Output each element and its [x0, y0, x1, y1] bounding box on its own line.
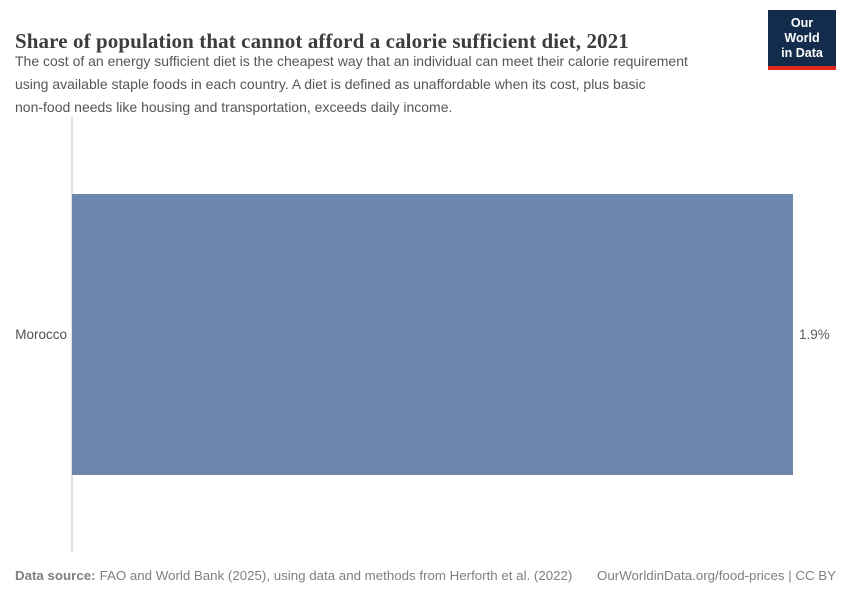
chart-subtitle: The cost of an energy sufficient diet is… — [15, 50, 745, 119]
chart-bar — [72, 194, 793, 475]
category-label-morocco: Morocco — [15, 327, 67, 342]
chart-footer: Data source: FAO and World Bank (2025), u… — [15, 567, 836, 584]
value-label-morocco: 1.9% — [799, 327, 830, 342]
chart-subtitle-line: non-food needs like housing and transpor… — [15, 99, 453, 115]
data-source-note: Data source: FAO and World Bank (2025), u… — [15, 567, 572, 584]
data-source-label: Data source: — [15, 568, 96, 583]
plot-area — [72, 117, 793, 553]
credit-link[interactable]: OurWorldinData.org/food-prices | CC BY — [597, 568, 836, 583]
chart-subtitle-line: using available staple foods in each cou… — [15, 76, 646, 92]
data-source-text: FAO and World Bank (2025), using data an… — [99, 568, 573, 583]
chart-title: Share of population that cannot afford a… — [15, 29, 629, 54]
owid-logo[interactable]: Our World in Data — [768, 10, 836, 70]
owid-logo-line2: in Data — [781, 46, 823, 60]
chart-subtitle-line: The cost of an energy sufficient diet is… — [15, 53, 688, 69]
owid-logo-line1: Our World — [784, 16, 820, 45]
